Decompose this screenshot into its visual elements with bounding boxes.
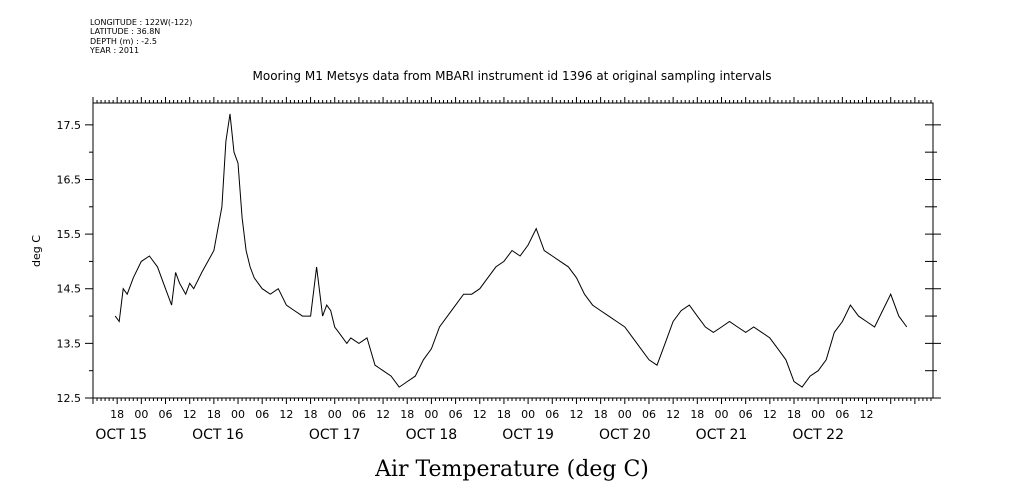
day-labels: OCT 15 OCT 16 OCT 17 OCT 18 OCT 19 OCT 20 OCT …	[95, 427, 844, 443]
hour-tick-label: 12	[279, 408, 293, 421]
hour-tick-label: 06	[642, 408, 656, 421]
hour-tick-label: 18	[400, 408, 414, 421]
hour-tick-label: 00	[811, 408, 825, 421]
hour-tick-label: 12	[376, 408, 390, 421]
hour-tick-label: 00	[714, 408, 728, 421]
y-tick-label: 13.5	[57, 337, 82, 350]
day-label: OCT 15	[95, 427, 147, 443]
y-tick-label: 12.5	[57, 392, 82, 405]
y-axis-label: deg C	[30, 235, 43, 267]
y-tick-label: 16.5	[57, 173, 82, 186]
hour-tick-label: 06	[545, 408, 559, 421]
y-tick-label: 17.5	[57, 119, 82, 132]
hour-tick-label: 12	[763, 408, 777, 421]
hour-tick-label: 18	[594, 408, 608, 421]
hour-tick-label: 00	[134, 408, 148, 421]
day-label: OCT 19	[502, 427, 554, 443]
hour-tick-labels: 18 00 06 12 18 00 06 12 18 00 06 12 18 00 06 12 18 00 06 12…	[110, 408, 873, 421]
hour-tick-label: 12	[473, 408, 487, 421]
day-label: OCT 17	[309, 427, 361, 443]
hour-tick-label: 06	[159, 408, 173, 421]
hour-tick-label: 12	[860, 408, 874, 421]
hour-tick-label: 06	[352, 408, 366, 421]
chart-title: Mooring M1 Metsys data from MBARI instru…	[253, 69, 772, 83]
day-label: OCT 18	[406, 427, 458, 443]
y-tick-label: 15.5	[57, 228, 82, 241]
hour-tick-label: 18	[690, 408, 704, 421]
hour-tick-label: 06	[449, 408, 463, 421]
y-tick-label: 14.5	[57, 283, 82, 296]
tick-marks	[85, 97, 941, 404]
hour-tick-label: 18	[110, 408, 124, 421]
hour-tick-label: 00	[231, 408, 245, 421]
meta-depth: DEPTH (m) : -2.5	[90, 36, 157, 46]
x-axis-label: Air Temperature (deg C)	[374, 457, 649, 482]
meta-longitude: LONGITUDE : 122W(-122)	[90, 18, 193, 27]
hour-tick-label: 06	[255, 408, 269, 421]
metadata-block: LONGITUDE : 122W(-122) LATITUDE : 36.8N …	[90, 18, 192, 55]
day-label: OCT 22	[792, 427, 844, 443]
series-line-air-temperature	[114, 113, 908, 388]
hour-tick-label: 00	[424, 408, 438, 421]
hour-tick-label: 06	[835, 408, 849, 421]
hour-tick-label: 18	[304, 408, 318, 421]
hour-tick-label: 12	[666, 408, 680, 421]
day-label: OCT 21	[696, 427, 748, 443]
hour-tick-label: 12	[183, 408, 197, 421]
day-label: OCT 20	[599, 427, 651, 443]
hour-tick-label: 18	[207, 408, 221, 421]
hour-tick-label: 06	[739, 408, 753, 421]
y-tick-labels: 12.5 13.5 14.5 15.5 16.5 17.5	[57, 119, 82, 405]
hour-tick-label: 18	[497, 408, 511, 421]
meta-year: YEAR : 2011	[90, 45, 140, 55]
hour-tick-label: 00	[521, 408, 535, 421]
plot-frame	[92, 102, 934, 399]
day-label: OCT 16	[192, 427, 244, 443]
hour-tick-label: 00	[328, 408, 342, 421]
hour-tick-label: 12	[569, 408, 583, 421]
meta-latitude: LATITUDE : 36.8N	[90, 27, 161, 37]
hour-tick-label: 18	[787, 408, 801, 421]
hour-tick-label: 00	[618, 408, 632, 421]
